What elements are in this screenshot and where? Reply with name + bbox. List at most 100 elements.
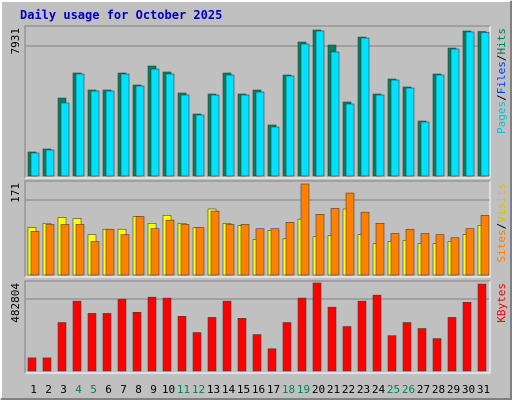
x-tick-label: 1 (30, 383, 37, 396)
bar (72, 300, 82, 372)
bar (405, 228, 415, 276)
bar (447, 317, 457, 372)
x-tick-label: 12 (192, 383, 205, 396)
bar (360, 37, 370, 177)
x-tick-label: 21 (327, 383, 340, 396)
bar (420, 233, 430, 276)
legend-entry: Hits (495, 28, 508, 55)
x-tick-label: 14 (222, 383, 236, 396)
panel-border-dark (24, 25, 490, 178)
bar (75, 224, 85, 276)
bar (387, 335, 397, 372)
bar (327, 306, 337, 372)
bar (375, 94, 385, 177)
legend-entry: / (495, 223, 508, 230)
bar (207, 317, 217, 372)
x-tick-label: 27 (417, 383, 430, 396)
bar (105, 228, 115, 276)
bar (450, 48, 460, 177)
bar (222, 300, 232, 372)
bar (270, 228, 280, 276)
legend: Pages/Files/Hits (495, 28, 508, 134)
bar (375, 223, 385, 276)
x-tick-label: 20 (312, 383, 325, 396)
bar (417, 328, 427, 372)
x-tick-label: 11 (177, 383, 190, 396)
x-tick-label: 3 (60, 383, 67, 396)
panel-border-dark (24, 280, 490, 373)
panel-border-light (25, 181, 491, 278)
bar (120, 73, 130, 177)
x-tick-label: 26 (402, 383, 415, 396)
bar (300, 43, 310, 177)
bar (285, 75, 295, 177)
bar (372, 294, 382, 372)
x-tick-label: 10 (162, 383, 175, 396)
legend: KBytes (495, 283, 508, 323)
x-tick-label: 31 (477, 383, 490, 396)
bar (345, 103, 355, 177)
bar (27, 357, 37, 372)
y-tick-label: 171 (9, 183, 22, 203)
x-tick-label: 8 (135, 383, 142, 396)
legend-entry: Sites (495, 229, 508, 262)
bar (267, 348, 277, 372)
bar (195, 114, 205, 177)
bar (300, 183, 310, 276)
bar (252, 334, 262, 372)
x-tick-label: 19 (297, 383, 310, 396)
bar (450, 237, 460, 276)
bar (420, 121, 430, 177)
bar (357, 300, 367, 372)
bar (30, 231, 40, 276)
bar (480, 32, 490, 177)
legend-entry: Files (495, 61, 508, 94)
bar (90, 90, 100, 177)
panel-border-light (25, 281, 491, 374)
x-tick-label: 9 (150, 383, 157, 396)
bar (240, 94, 250, 177)
bar (390, 79, 400, 177)
bar (315, 214, 325, 276)
legend-entry: / (495, 55, 508, 62)
bar (102, 313, 112, 372)
bar (165, 73, 175, 177)
bar (255, 91, 265, 177)
bar (405, 87, 415, 177)
bar (45, 224, 55, 276)
bar (330, 208, 340, 276)
bar (150, 68, 160, 177)
x-tick-label: 18 (282, 383, 295, 396)
bar (225, 224, 235, 276)
bar (105, 90, 115, 177)
legend-entry: KBytes (495, 283, 508, 323)
bar (342, 326, 352, 372)
bar (162, 297, 172, 372)
bar (192, 332, 202, 372)
y-tick-label: 7931 (9, 28, 22, 55)
bar (177, 316, 187, 372)
legend-entry: Visits (495, 183, 508, 223)
bar (315, 30, 325, 177)
y-tick-label: 482804 (9, 283, 22, 323)
legend-entry: Pages (495, 101, 508, 134)
bar (402, 322, 412, 372)
x-tick-label: 22 (342, 383, 355, 396)
bar (240, 224, 250, 276)
bar (42, 357, 52, 372)
bar (195, 227, 205, 276)
bar (60, 102, 70, 177)
bar (87, 313, 97, 372)
bar (135, 216, 145, 276)
x-tick-label: 30 (462, 383, 475, 396)
bar (180, 224, 190, 276)
bar (75, 73, 85, 177)
bar (465, 31, 475, 177)
bar (282, 322, 292, 372)
bar (60, 224, 70, 276)
bar (390, 233, 400, 276)
bar (150, 228, 160, 276)
x-tick-label: 23 (357, 383, 370, 396)
bar (147, 296, 157, 372)
bar (57, 322, 67, 372)
